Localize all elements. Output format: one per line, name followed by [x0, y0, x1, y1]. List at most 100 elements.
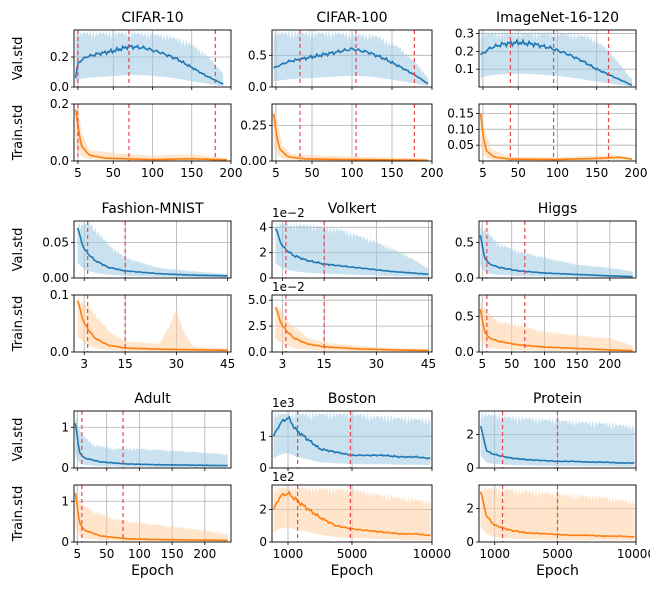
panel-1-train-xtick-label-0: 5	[272, 166, 280, 180]
panel-4-val-frame	[271, 220, 433, 279]
panel-4-train-frame	[271, 294, 433, 353]
panel-1-train-trend-line	[272, 113, 428, 162]
panel-0-train-xtick-label-2: 100	[141, 166, 164, 180]
panel-5-train-ytick-label-1: 0.5	[455, 309, 474, 323]
panel-8-train-xtick-label-0: 1000	[479, 547, 510, 561]
panel-5-val-frame	[478, 220, 637, 279]
panel-0-train-trend-line	[74, 109, 228, 161]
panel-5-train-xtick-label-3: 150	[566, 357, 589, 371]
panel-2-title: ImageNet-16-120	[496, 10, 619, 26]
panel-7-title: Boston	[328, 391, 376, 407]
panel-0-train-ytick-label-0: 0.0	[50, 154, 69, 168]
panel-5-train-trend-line	[479, 309, 633, 352]
panel-4-train-trend-line	[274, 307, 429, 352]
panel-4-train-ytick-label-1: 2.5	[248, 319, 267, 333]
panel-7-xlabel: Epoch	[331, 563, 374, 579]
panel-0-train-std-band	[75, 104, 228, 161]
panel-2-train-ytick-label-0: 0.05	[447, 138, 474, 152]
panel-7-train-xtick-label-1: 5000	[337, 547, 368, 561]
panel-3-train-trend-line	[76, 300, 228, 352]
panel-1-val-std-band	[273, 30, 428, 86]
panel-5-title: Higgs	[538, 201, 577, 217]
panel-1-val-ytick-label-1: 0.5	[248, 48, 267, 62]
panel-4-val-std-band	[275, 221, 429, 277]
panel-0-val-trend-line	[74, 44, 224, 85]
panel-2-train-xtick-label-4: 200	[625, 166, 648, 180]
panel-3-train-xtick-label-1: 15	[118, 357, 133, 371]
panel-4-val-ytick-label-2: 4	[259, 220, 267, 234]
panel-5-val-ytick-label-0: 0.0	[455, 271, 474, 285]
panel-8-train-std-band	[480, 485, 635, 541]
panel-5-train-xtick-label-4: 200	[598, 357, 621, 371]
panel-5-train-frame	[478, 294, 637, 353]
panel-3-train-ylabel: Train.std	[11, 296, 26, 352]
panel-6-train-xtick-label-0: 5	[73, 547, 81, 561]
panel-6-train-ytick-label-1: 1	[61, 494, 69, 508]
panel-3-train-std-band	[77, 296, 228, 352]
panel-3-train-frame	[73, 294, 232, 353]
panel-1-train-std-band	[273, 107, 428, 161]
panel-6-val-ytick-label-0: 0	[61, 461, 69, 475]
panel-6-train-frame	[73, 484, 232, 543]
panel-3-train-xtick-label-3: 45	[220, 357, 235, 371]
panel-2-train-xtick-label-1: 50	[511, 166, 526, 180]
panel-1-train-ytick-label-0: 0.00	[240, 154, 267, 168]
panel-3-train-xtick-label-0: 3	[80, 357, 88, 371]
panel-4-train-exponent-label: 1e−2	[272, 280, 305, 294]
panel-5-train-xtick-label-2: 100	[533, 357, 556, 371]
panel-5-val-std-band	[480, 223, 633, 278]
panel-2-train-trend-line	[479, 113, 633, 161]
panel-4-train-ytick-label-0: 0.0	[248, 345, 267, 359]
panel-7-val-std-band	[273, 411, 431, 466]
panel-8-val-std-band	[480, 411, 635, 467]
panel-0-title: CIFAR-10	[121, 10, 183, 26]
panel-1-val-trend-line	[273, 47, 429, 85]
panel-1-train-xtick-label-4: 200	[421, 166, 444, 180]
panel-8-xlabel: Epoch	[536, 563, 579, 579]
panel-4-train-xtick-label-3: 45	[421, 357, 436, 371]
panel-8-train-xtick-label-2: 10000	[617, 547, 650, 561]
panel-7-val-ytick-label-0: 0	[259, 461, 267, 475]
panel-2-val-trend-line	[479, 38, 633, 86]
panel-6-train-ylabel: Train.std	[11, 486, 26, 542]
panel-2-train-ytick-label-1: 0.10	[447, 122, 474, 136]
panel-4-val-ytick-label-1: 2	[259, 246, 267, 260]
panel-4-train-xtick-label-2: 30	[369, 357, 384, 371]
panel-4-val-trend-line	[274, 228, 429, 275]
panel-2-val-std-band	[480, 30, 633, 87]
panel-8-train-xtick-label-1: 5000	[542, 547, 573, 561]
panel-0-val-ylabel: Val.std	[11, 37, 26, 81]
panel-6-val-trend-line	[74, 423, 228, 467]
panel-3-val-ylabel: Val.std	[11, 228, 26, 272]
panel-5-train-ytick-label-0: 0.0	[455, 345, 474, 359]
panel-2-train-std-band	[480, 113, 633, 161]
panel-8-val-ytick-label-0: 0	[466, 461, 474, 475]
panel-2-val-ytick-label-1: 0.2	[455, 44, 474, 58]
panel-1-train-ytick-label-1: 0.25	[240, 118, 267, 132]
panel-1-title: CIFAR-100	[316, 10, 387, 26]
panel-7-train-trend-line	[272, 490, 431, 537]
panel-6-train-std-band	[75, 489, 228, 542]
panel-6-train-xtick-label-1: 50	[99, 547, 114, 561]
panel-6-train-ytick-label-0: 0	[61, 535, 69, 549]
panel-7-train-std-band	[273, 485, 431, 540]
panel-6-train-xtick-label-2: 100	[128, 547, 151, 561]
panel-8-val-ytick-label-1: 2	[466, 427, 474, 441]
panel-8-train-ytick-label-1: 2	[466, 501, 474, 515]
panel-7-val-exponent-label: 1e3	[272, 396, 295, 410]
panel-7-train-ytick-label-0: 0	[259, 535, 267, 549]
panel-2-train-xtick-label-2: 100	[546, 166, 569, 180]
panel-7-train-xtick-label-2: 10000	[413, 547, 451, 561]
panel-3-train-ytick-label-0: 0.0	[50, 345, 69, 359]
panel-2-val-ytick-label-2: 0.3	[455, 27, 474, 41]
panel-4-train-xtick-label-1: 15	[317, 357, 332, 371]
panel-6-train-xtick-label-3: 150	[161, 547, 184, 561]
panel-7-train-ytick-label-1: 2	[259, 502, 267, 516]
panel-2-train-xtick-label-0: 5	[479, 166, 487, 180]
panel-1-train-xtick-label-3: 150	[381, 166, 404, 180]
panel-7-val-trend-line	[272, 415, 431, 460]
panel-6-title: Adult	[134, 391, 171, 407]
panel-0-train-xtick-label-4: 200	[220, 166, 243, 180]
panel-6-xlabel: Epoch	[131, 563, 174, 579]
